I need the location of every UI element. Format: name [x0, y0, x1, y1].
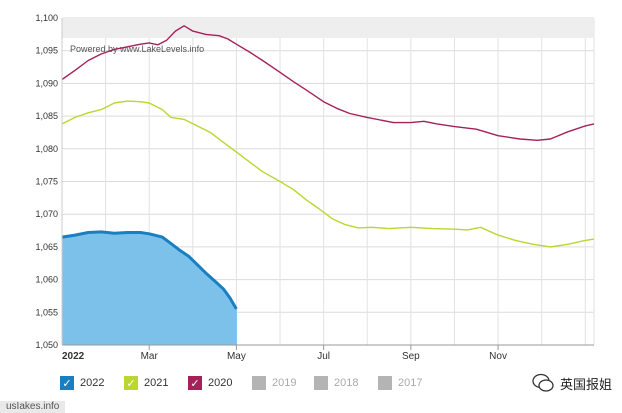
series-area-2022 [62, 231, 237, 345]
y-tick-label: 1,060 [35, 275, 58, 285]
source-label: usIakes.info [0, 401, 66, 413]
y-tick-label: 1,095 [35, 46, 58, 56]
legend-item-2022[interactable]: ✓ 2022 [60, 376, 104, 390]
legend-checkbox-checked-icon[interactable]: ✓ [124, 376, 138, 390]
chart-series [61, 25, 595, 345]
y-tick-label: 1,065 [35, 242, 58, 252]
legend-checkbox-unchecked-icon[interactable] [314, 376, 328, 390]
y-tick-label: 1,070 [35, 209, 58, 219]
series-line-2020 [61, 25, 595, 141]
credit-bar [62, 18, 594, 38]
legend-item-2017[interactable]: 2017 [378, 376, 422, 390]
y-tick-label: 1,050 [35, 340, 58, 350]
y-tick-label: 1,085 [35, 111, 58, 121]
x-tick-label: Nov [489, 351, 507, 362]
x-tick-label: May [227, 351, 246, 362]
y-axis: 1,050 1,055 1,060 1,065 1,070 1,075 1,080 1,085… [35, 13, 58, 350]
wechat-icon [532, 373, 554, 392]
y-tick-label: 1,080 [35, 144, 58, 154]
legend-checkbox-unchecked-icon[interactable] [252, 376, 266, 390]
x-tick-label: Mar [141, 351, 159, 362]
chart-credit: Powered by www.LakeLevels.info [70, 44, 204, 54]
x-axis-year-label: 2022 [62, 351, 85, 362]
watermark-text: 英国报姐 [559, 377, 612, 393]
y-tick-label: 1,090 [35, 78, 58, 88]
x-tick-label: Sep [402, 351, 420, 362]
legend-item-2020[interactable]: ✓ 2020 [188, 376, 232, 390]
y-tick-label: 1,055 [35, 307, 58, 317]
legend-item-2018[interactable]: 2018 [314, 376, 358, 390]
x-tick-label: Jul [317, 351, 330, 362]
y-tick-label: 1,075 [35, 177, 58, 187]
series-line-2022 [61, 230, 238, 310]
legend-checkbox-unchecked-icon[interactable] [378, 376, 392, 390]
legend-label: 2017 [398, 377, 423, 389]
legend-checkbox-checked-icon[interactable]: ✓ [188, 376, 202, 390]
legend-label: 2022 [80, 377, 105, 389]
legend-checkbox-checked-icon[interactable]: ✓ [60, 376, 74, 390]
series-line-2021 [61, 100, 595, 248]
x-axis: Mar May Jul Sep Nov [61, 18, 594, 362]
legend-item-2021[interactable]: ✓ 2021 [124, 376, 168, 390]
legend-label: 2021 [144, 377, 169, 389]
watermark: 英国报姐 [532, 372, 612, 394]
legend-label: 2018 [334, 377, 359, 389]
legend-label: 2019 [272, 377, 297, 389]
legend-label: 2020 [208, 377, 233, 389]
legend-item-2019[interactable]: 2019 [252, 376, 296, 390]
y-tick-label: 1,100 [35, 13, 58, 23]
lake-level-chart: Powered by www.LakeLevels.info 1,0501,05… [35, 13, 595, 362]
